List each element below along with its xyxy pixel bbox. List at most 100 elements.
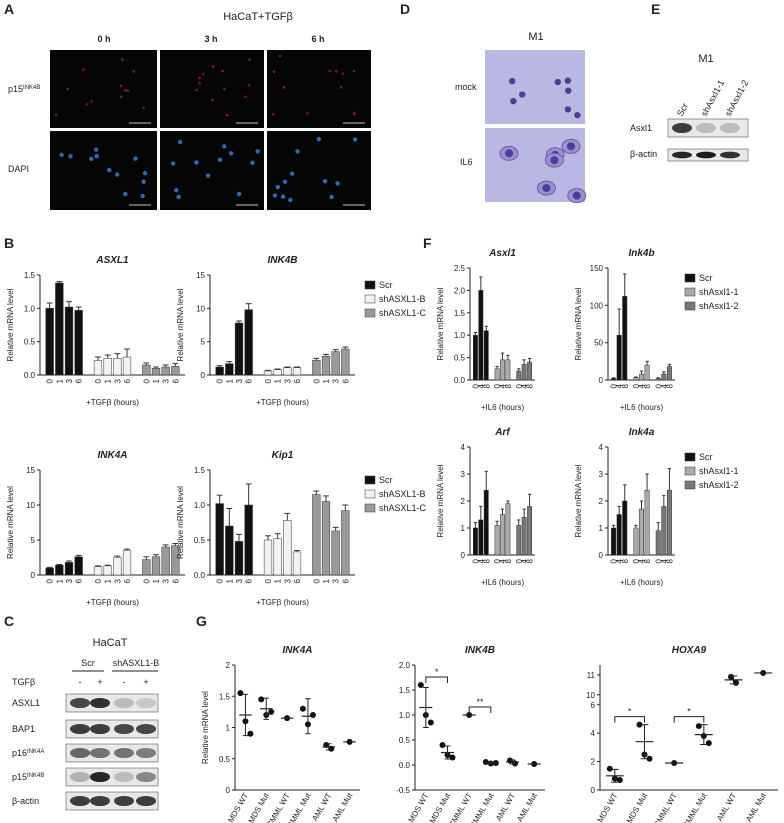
band <box>90 771 110 783</box>
bar <box>516 525 522 556</box>
x-tick-label: 0 <box>471 558 480 563</box>
bar <box>478 519 484 556</box>
bar <box>151 556 161 576</box>
sign: - <box>79 677 82 687</box>
bar <box>473 527 478 556</box>
lane-label: shAsxl1-2 <box>723 78 750 118</box>
x-axis-label: +IL6 (hours) <box>620 403 664 412</box>
chart-title: HOXA9 <box>672 645 707 656</box>
lane-label: Scr <box>675 101 690 118</box>
cell <box>217 157 223 162</box>
x-tick-label: 0 <box>142 578 151 583</box>
x-tick-label: 3 <box>235 578 244 583</box>
bar <box>161 366 170 376</box>
band <box>90 723 110 735</box>
legend-label: shAsxl1-2 <box>699 301 739 311</box>
y-tick-label: 6 <box>591 701 596 710</box>
band <box>70 771 90 783</box>
band <box>696 151 716 159</box>
cell <box>280 194 286 199</box>
x-tick-label: 3 <box>113 578 122 583</box>
band <box>136 723 156 735</box>
cell <box>322 178 328 184</box>
cell <box>82 68 85 71</box>
legend-label: shASXL1-B <box>379 489 426 499</box>
x-tick-label: 1 <box>55 378 64 383</box>
legend-label: Scr <box>379 280 393 290</box>
data-point <box>616 777 623 784</box>
y-tick-label: 1.0 <box>399 711 411 720</box>
chart-title: INK4B <box>267 255 297 266</box>
bar <box>473 334 478 381</box>
micrograph <box>50 131 157 210</box>
bar <box>341 510 350 576</box>
band <box>70 697 90 709</box>
x-tick-label: 4 <box>499 558 508 563</box>
row-label: DAPI <box>8 164 29 174</box>
y-tick-label: 1 <box>599 524 604 533</box>
y-tick-label: 1.0 <box>194 501 206 510</box>
label-sup: INK4A <box>27 749 44 755</box>
bar <box>45 567 54 576</box>
x-tick-label: AML WT <box>715 791 738 822</box>
x-tick-label: MDS Mut <box>428 791 453 823</box>
x-tick-label: MDS WT <box>226 791 250 823</box>
significance-bracket <box>614 716 645 723</box>
legend-label: shAsxl1-2 <box>699 480 739 490</box>
y-tick-label: 1.5 <box>194 466 206 475</box>
x-tick-label: 8 <box>665 558 674 563</box>
y-tick-label: 2 <box>461 497 466 506</box>
data-point <box>309 712 316 718</box>
x-axis-label: +TGFβ (hours) <box>86 398 139 407</box>
cell <box>244 95 247 98</box>
y-tick-label: 3 <box>599 470 604 479</box>
x-tick-label: 4 <box>615 558 624 563</box>
x-tick-label: 3 <box>283 578 292 583</box>
bar <box>225 525 234 576</box>
cell <box>94 153 99 159</box>
x-tick-label: 3 <box>332 578 341 583</box>
row-label: p15INK4B <box>8 84 40 94</box>
x-tick-label: 0 <box>94 378 103 383</box>
cell <box>288 197 293 203</box>
x-tick-label: 0 <box>46 578 55 583</box>
cell <box>119 95 123 98</box>
y-tick-label: 150 <box>590 264 604 273</box>
y-tick-label: 0 <box>201 371 206 380</box>
x-axis-label: +TGFβ (hours) <box>256 598 309 607</box>
cell <box>107 167 112 173</box>
y-axis-label: Relative mRNA level <box>574 287 583 360</box>
legend-label: Scr <box>699 273 713 283</box>
x-tick-label: 0 <box>632 558 641 563</box>
row-label: p16INK4A <box>12 748 44 758</box>
legend-swatch <box>364 294 376 304</box>
western-blots <box>65 118 749 811</box>
data-point <box>299 705 306 712</box>
x-tick-label: MDS Mut <box>625 791 650 823</box>
band <box>90 747 110 759</box>
x-tick-label: 1 <box>55 578 64 583</box>
significance-bracket <box>468 706 492 713</box>
y-tick-label: 1.5 <box>219 692 231 701</box>
bar <box>122 356 132 376</box>
data-point <box>733 679 739 686</box>
y-tick-label: -0.5 <box>396 786 410 795</box>
x-tick-label: 3 <box>162 378 171 383</box>
y-tick-label: 0 <box>591 786 596 795</box>
bar <box>622 296 628 381</box>
x-tick-label: 6 <box>341 578 350 583</box>
cell <box>142 171 148 176</box>
x-tick-label: 6 <box>75 378 84 383</box>
bar <box>521 364 527 381</box>
row-label: Asxl1 <box>630 123 652 133</box>
legend-swatch <box>684 480 696 490</box>
cell <box>316 136 322 142</box>
y-tick-label: 100 <box>590 301 604 310</box>
bar <box>516 370 522 381</box>
x-tick-label: 6 <box>341 378 350 383</box>
x-tick-label: 6 <box>123 578 132 583</box>
band <box>136 795 156 807</box>
bar <box>666 366 672 381</box>
cell <box>211 98 214 102</box>
bar <box>244 309 253 376</box>
